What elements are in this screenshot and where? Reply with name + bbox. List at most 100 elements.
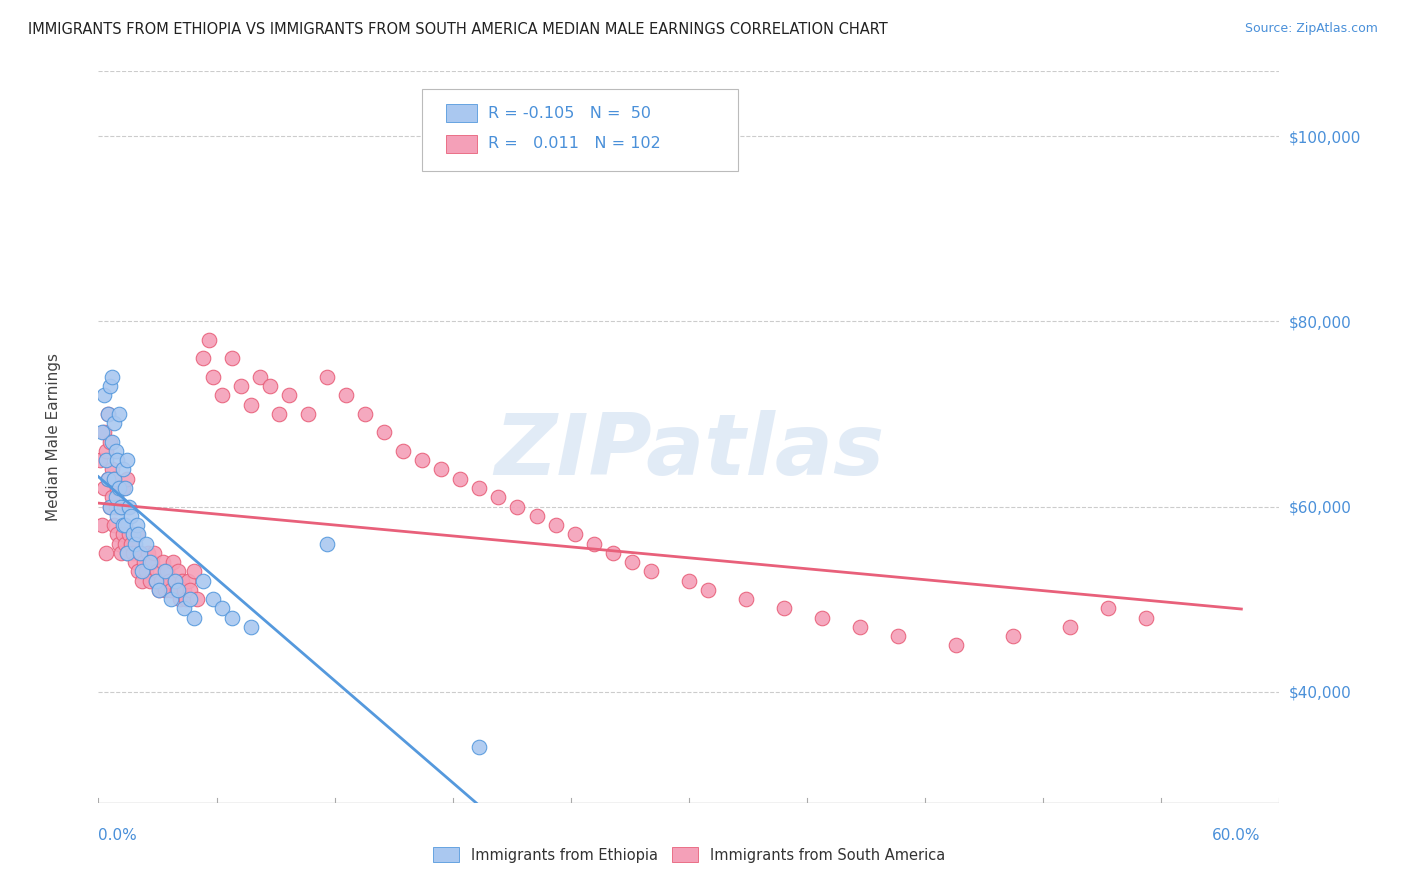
Point — [582, 536, 605, 550]
Point — [159, 582, 181, 597]
Point — [98, 500, 121, 514]
Point — [97, 407, 120, 421]
Point — [148, 582, 170, 597]
Point — [108, 407, 131, 421]
Point — [157, 574, 180, 588]
Point — [110, 546, 132, 560]
Point — [108, 481, 131, 495]
Point — [131, 565, 153, 579]
Point — [193, 351, 215, 366]
Point — [103, 518, 125, 533]
Point — [120, 508, 142, 523]
Point — [97, 472, 120, 486]
Point — [97, 472, 120, 486]
Point — [107, 453, 129, 467]
Point — [150, 574, 173, 588]
Point — [373, 425, 395, 440]
Point — [134, 555, 156, 569]
Point — [152, 555, 174, 569]
Point — [148, 582, 170, 597]
Point — [773, 601, 796, 615]
Point — [159, 592, 181, 607]
Point — [335, 388, 357, 402]
Point — [107, 481, 129, 495]
Point — [142, 546, 165, 560]
Point — [145, 574, 167, 588]
Point — [107, 508, 129, 523]
Point — [186, 592, 208, 607]
Point — [488, 490, 510, 504]
Point — [124, 555, 146, 569]
Point — [100, 490, 122, 504]
Point — [249, 370, 271, 384]
Legend: Immigrants from Ethiopia, Immigrants from South America: Immigrants from Ethiopia, Immigrants fro… — [427, 841, 950, 869]
Point — [544, 518, 567, 533]
Point — [172, 574, 194, 588]
Point — [411, 453, 433, 467]
Point — [193, 574, 215, 588]
Point — [112, 481, 135, 495]
Point — [121, 546, 143, 560]
Point — [163, 574, 186, 588]
Point — [94, 546, 117, 560]
Point — [316, 370, 339, 384]
Point — [127, 527, 149, 541]
Point — [177, 574, 200, 588]
Point — [118, 527, 141, 541]
Point — [124, 536, 146, 550]
Point — [139, 574, 162, 588]
Point — [115, 453, 138, 467]
Point — [945, 639, 967, 653]
Point — [127, 565, 149, 579]
Point — [103, 472, 125, 486]
Point — [153, 565, 176, 579]
Point — [114, 536, 136, 550]
Point — [115, 472, 138, 486]
Point — [139, 555, 162, 569]
Point — [1097, 601, 1119, 615]
Point — [183, 610, 205, 624]
Point — [141, 555, 163, 569]
Point — [211, 388, 233, 402]
Point — [277, 388, 299, 402]
Point — [91, 518, 114, 533]
Point — [166, 582, 188, 597]
Point — [1135, 610, 1157, 624]
Point — [153, 582, 176, 597]
Point — [198, 333, 221, 347]
Point — [620, 555, 643, 569]
Point — [93, 425, 115, 440]
Point — [392, 444, 415, 458]
Point — [103, 472, 125, 486]
Point — [1059, 620, 1081, 634]
Point — [114, 518, 136, 533]
Point — [97, 407, 120, 421]
Point — [103, 416, 125, 430]
Point — [697, 582, 720, 597]
Point — [231, 379, 253, 393]
Point — [98, 500, 121, 514]
Point — [167, 582, 190, 597]
Point — [100, 462, 122, 476]
Point — [89, 453, 111, 467]
Point — [506, 500, 529, 514]
Text: 60.0%: 60.0% — [1212, 829, 1260, 844]
Point — [239, 620, 262, 634]
Point — [115, 546, 138, 560]
Point — [121, 527, 143, 541]
Point — [811, 610, 834, 624]
Point — [104, 500, 127, 514]
Point — [98, 434, 121, 449]
Point — [526, 508, 548, 523]
Point — [316, 536, 339, 550]
Point — [112, 462, 135, 476]
Point — [98, 379, 121, 393]
Point — [136, 546, 159, 560]
Point — [183, 565, 205, 579]
Point — [114, 481, 136, 495]
Point — [179, 582, 201, 597]
Point — [169, 592, 191, 607]
Point — [735, 592, 758, 607]
Point — [100, 370, 122, 384]
Text: IMMIGRANTS FROM ETHIOPIA VS IMMIGRANTS FROM SOUTH AMERICA MEDIAN MALE EARNINGS C: IMMIGRANTS FROM ETHIOPIA VS IMMIGRANTS F… — [28, 22, 887, 37]
